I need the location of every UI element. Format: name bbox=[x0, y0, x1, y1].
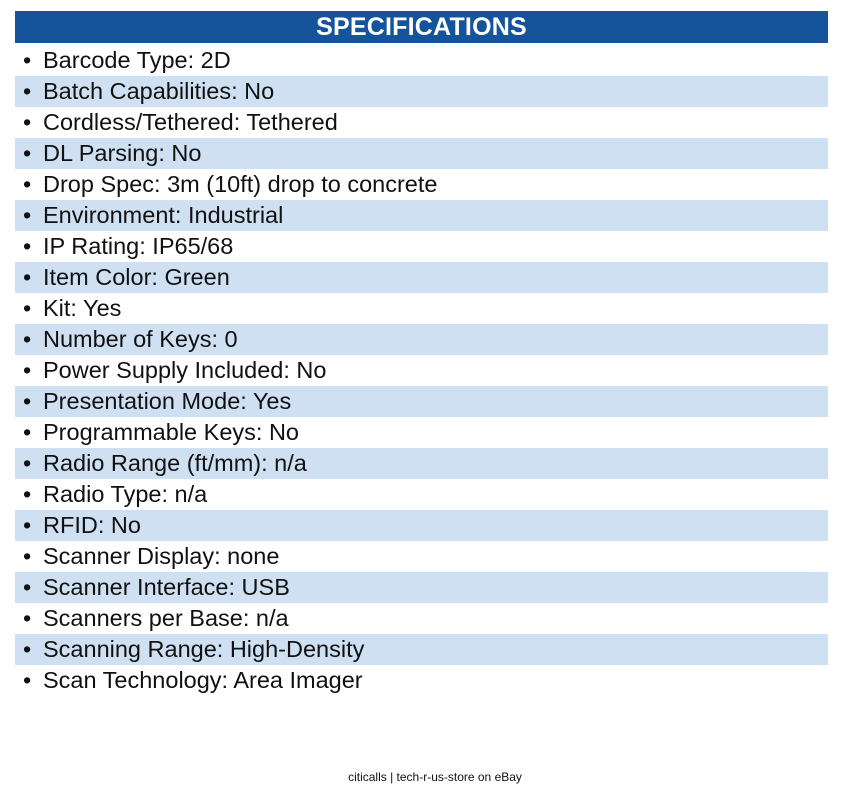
spec-text: Batch Capabilities: No bbox=[43, 78, 275, 104]
bullet-icon: • bbox=[23, 140, 32, 166]
specifications-list: • Barcode Type: 2D • Batch Capabilities: N… bbox=[15, 45, 828, 696]
spec-text: Scan Technology: Area Imager bbox=[43, 667, 363, 693]
spec-row: • Batch Capabilities: No bbox=[15, 76, 828, 107]
bullet-icon: • bbox=[23, 667, 32, 693]
spec-row: • Item Color: Green bbox=[15, 262, 828, 293]
bullet-icon: • bbox=[23, 605, 32, 631]
spec-text: Number of Keys: 0 bbox=[43, 326, 238, 352]
spec-text: Scanner Interface: USB bbox=[43, 574, 290, 600]
specifications-title: SPECIFICATIONS bbox=[15, 11, 828, 43]
spec-text: Item Color: Green bbox=[43, 264, 230, 290]
spec-row: • Drop Spec: 3m (10ft) drop to concrete bbox=[15, 169, 828, 200]
spec-text: Drop Spec: 3m (10ft) drop to concrete bbox=[43, 171, 438, 197]
bullet-icon: • bbox=[23, 357, 32, 383]
bullet-icon: • bbox=[23, 419, 32, 445]
bullet-icon: • bbox=[23, 481, 32, 507]
spec-row: • IP Rating: IP65/68 bbox=[15, 231, 828, 262]
spec-text: Scanning Range: High-Density bbox=[43, 636, 365, 662]
spec-row: • Scanner Display: none bbox=[15, 541, 828, 572]
spec-text: Environment: Industrial bbox=[43, 202, 284, 228]
spec-text: Scanners per Base: n/a bbox=[43, 605, 289, 631]
spec-text: Presentation Mode: Yes bbox=[43, 388, 292, 414]
bullet-icon: • bbox=[23, 512, 32, 538]
bullet-icon: • bbox=[23, 171, 32, 197]
spec-row: • Environment: Industrial bbox=[15, 200, 828, 231]
bullet-icon: • bbox=[23, 78, 32, 104]
spec-row: • Cordless/Tethered: Tethered bbox=[15, 107, 828, 138]
bullet-icon: • bbox=[23, 233, 32, 259]
spec-row: • DL Parsing: No bbox=[15, 138, 828, 169]
bullet-icon: • bbox=[23, 388, 32, 414]
bullet-icon: • bbox=[23, 264, 32, 290]
spec-row: • Scan Technology: Area Imager bbox=[15, 665, 828, 696]
spec-row: • Kit: Yes bbox=[15, 293, 828, 324]
bullet-icon: • bbox=[23, 450, 32, 476]
bullet-icon: • bbox=[23, 47, 32, 73]
bullet-icon: • bbox=[23, 202, 32, 228]
spec-text: RFID: No bbox=[43, 512, 141, 538]
spec-row: • Presentation Mode: Yes bbox=[15, 386, 828, 417]
spec-text: Barcode Type: 2D bbox=[43, 47, 231, 73]
spec-text: Radio Range (ft/mm): n/a bbox=[43, 450, 307, 476]
spec-text: Kit: Yes bbox=[43, 295, 122, 321]
spec-row: • Radio Type: n/a bbox=[15, 479, 828, 510]
bullet-icon: • bbox=[23, 326, 32, 352]
bullet-icon: • bbox=[23, 574, 32, 600]
spec-text: Radio Type: n/a bbox=[43, 481, 208, 507]
spec-row: • Scanning Range: High-Density bbox=[15, 634, 828, 665]
footer-credit: citicalls | tech-r-us-store on eBay bbox=[348, 770, 522, 784]
spec-row: • Number of Keys: 0 bbox=[15, 324, 828, 355]
spec-text: Cordless/Tethered: Tethered bbox=[43, 109, 338, 135]
spec-row: • Radio Range (ft/mm): n/a bbox=[15, 448, 828, 479]
spec-row: • Power Supply Included: No bbox=[15, 355, 828, 386]
bullet-icon: • bbox=[23, 295, 32, 321]
bullet-icon: • bbox=[23, 109, 32, 135]
bullet-icon: • bbox=[23, 543, 32, 569]
spec-text: Programmable Keys: No bbox=[43, 419, 299, 445]
spec-text: Scanner Display: none bbox=[43, 543, 280, 569]
spec-text: Power Supply Included: No bbox=[43, 357, 327, 383]
spec-row: • RFID: No bbox=[15, 510, 828, 541]
spec-row: • Barcode Type: 2D bbox=[15, 45, 828, 76]
spec-text: IP Rating: IP65/68 bbox=[43, 233, 234, 259]
spec-text: DL Parsing: No bbox=[43, 140, 202, 166]
spec-row: • Programmable Keys: No bbox=[15, 417, 828, 448]
spec-row: • Scanner Interface: USB bbox=[15, 572, 828, 603]
spec-row: • Scanners per Base: n/a bbox=[15, 603, 828, 634]
bullet-icon: • bbox=[23, 636, 32, 662]
